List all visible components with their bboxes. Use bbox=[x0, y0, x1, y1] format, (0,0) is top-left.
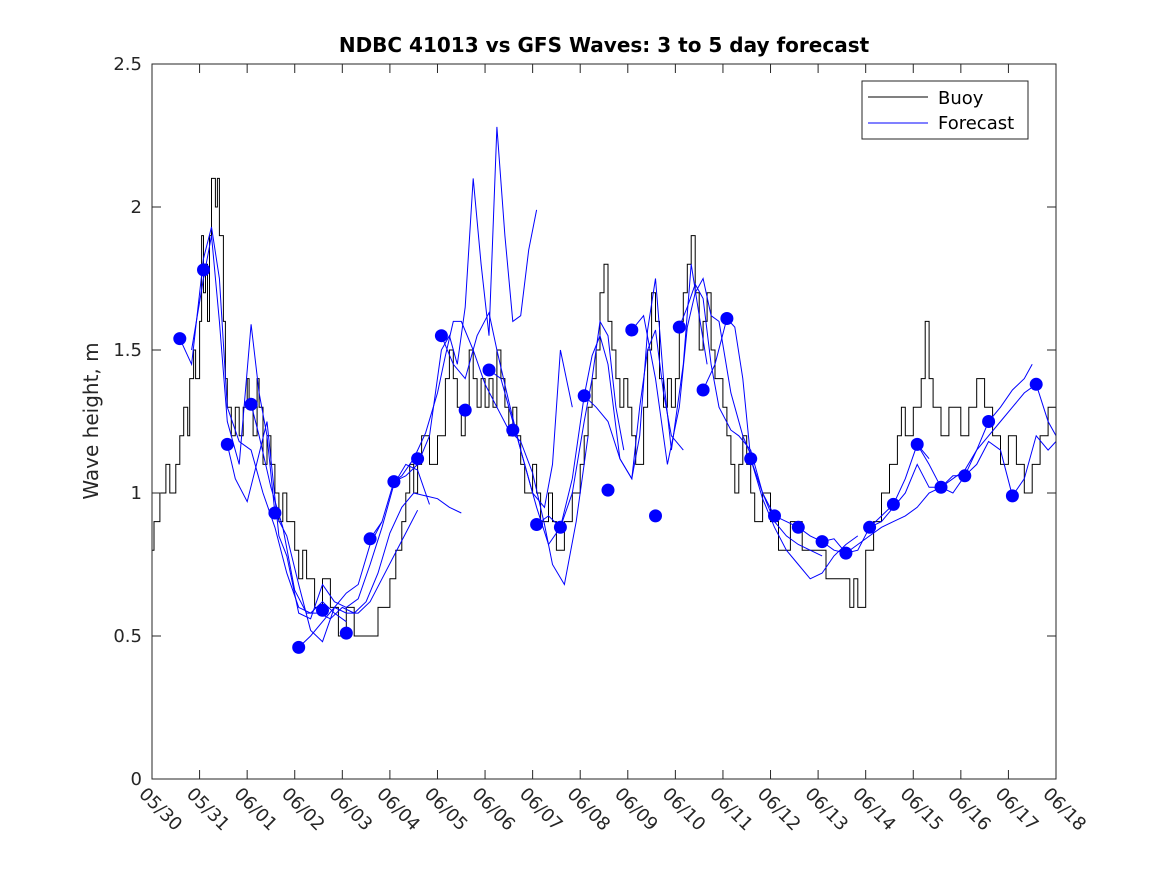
forecast-run-line bbox=[678, 282, 823, 557]
forecast-marker bbox=[886, 497, 900, 511]
forecast-marker bbox=[863, 520, 877, 534]
y-tick-label: 1.5 bbox=[113, 340, 142, 361]
forecast-marker bbox=[482, 363, 496, 377]
forecast-marker bbox=[577, 389, 591, 403]
forecast-marker bbox=[768, 509, 781, 523]
forecast-marker bbox=[173, 332, 187, 346]
forecast-marker bbox=[1005, 489, 1019, 503]
forecast-run-line bbox=[298, 509, 419, 648]
forecast-marker bbox=[268, 506, 282, 520]
forecast-marker bbox=[625, 323, 639, 337]
chart-title: NDBC 41013 vs GFS Waves: 3 to 5 day fore… bbox=[339, 33, 870, 57]
y-tick-label: 0 bbox=[131, 769, 142, 790]
y-tick-label: 0.5 bbox=[113, 626, 142, 647]
forecast-marker bbox=[506, 423, 520, 437]
forecast-run-line bbox=[750, 443, 930, 554]
forecast-marker bbox=[744, 452, 758, 466]
legend: Buoy Forecast bbox=[861, 80, 1029, 140]
forecast-marker bbox=[982, 415, 996, 428]
forecast-marker bbox=[220, 437, 234, 451]
forecast-marker bbox=[696, 383, 710, 397]
forecast-marker bbox=[601, 483, 615, 497]
forecast-marker bbox=[244, 397, 258, 411]
forecast-run-line bbox=[393, 126, 538, 483]
legend-buoy-label: Buoy bbox=[938, 88, 984, 109]
forecast-marker bbox=[197, 263, 210, 277]
forecast-marker bbox=[387, 475, 401, 489]
legend-box bbox=[861, 80, 1029, 140]
y-tick-label: 2.5 bbox=[113, 54, 142, 75]
forecast-marker bbox=[910, 437, 924, 451]
plot-area bbox=[152, 126, 1057, 654]
forecast-marker bbox=[649, 509, 662, 523]
forecast-marker bbox=[411, 452, 425, 466]
forecast-marker bbox=[339, 626, 353, 640]
forecast-marker bbox=[292, 640, 306, 654]
forecast-run-line bbox=[821, 364, 1033, 554]
legend-forecast-label: Forecast bbox=[938, 113, 1014, 134]
forecast-marker bbox=[1029, 377, 1043, 391]
forecast-marker bbox=[720, 312, 734, 325]
forecast-marker bbox=[672, 320, 686, 334]
y-tick-label: 1 bbox=[131, 483, 142, 504]
forecast-marker bbox=[815, 535, 829, 549]
forecast-marker bbox=[434, 329, 448, 343]
forecast-marker bbox=[958, 469, 972, 483]
forecast-marker bbox=[553, 520, 567, 534]
forecast-marker bbox=[839, 546, 853, 560]
forecast-run-line bbox=[631, 277, 756, 465]
forecast-marker bbox=[316, 603, 329, 617]
forecast-marker bbox=[530, 518, 544, 531]
forecast-marker bbox=[458, 403, 472, 417]
forecast-marker bbox=[791, 520, 805, 534]
forecast-run-line bbox=[536, 329, 684, 529]
forecast-marker bbox=[934, 480, 948, 494]
forecast-run-line bbox=[440, 311, 573, 509]
axes-box bbox=[151, 63, 1057, 780]
forecast-marker bbox=[363, 532, 377, 546]
forecast-run-line bbox=[179, 226, 347, 623]
y-tick-label: 2 bbox=[131, 197, 142, 218]
y-axis-label: Wave height, m bbox=[79, 342, 103, 499]
forecast-run-line bbox=[583, 264, 708, 481]
